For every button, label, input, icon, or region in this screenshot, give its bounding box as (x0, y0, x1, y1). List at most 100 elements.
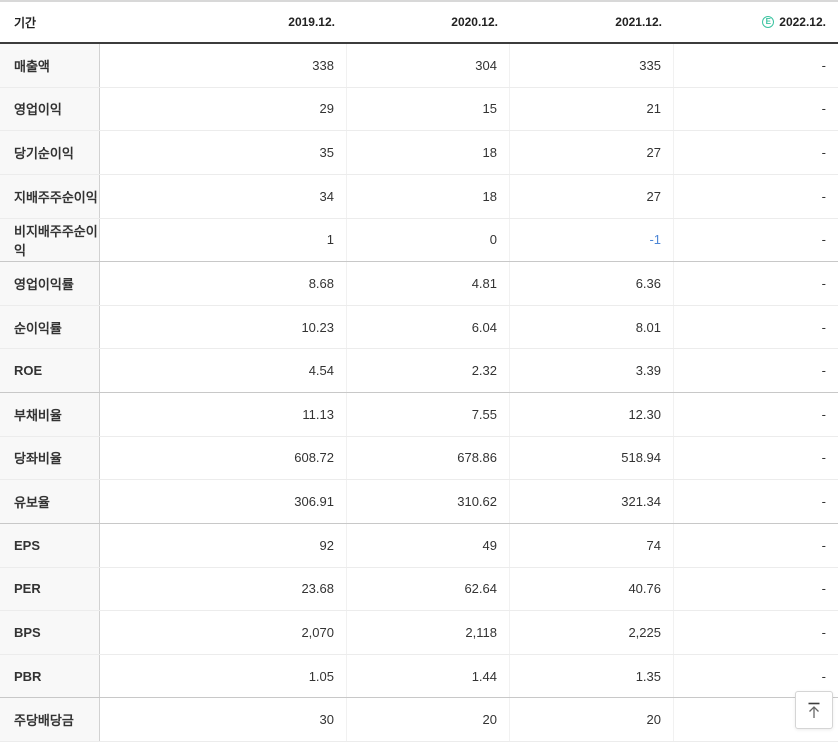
cell-value: 34 (100, 174, 347, 218)
cell-value: 335 (510, 44, 674, 87)
cell-value: 74 (510, 523, 674, 567)
table-row: 매출액 338 304 335 - (0, 44, 838, 88)
arrow-to-top-icon (808, 702, 820, 718)
cell-value: 40.76 (510, 567, 674, 611)
table-row: PER 23.68 62.64 40.76 - (0, 567, 838, 612)
cell-value: - (821, 188, 826, 204)
row-label: PBR (0, 654, 100, 698)
cell-value: 18 (347, 131, 510, 174)
cell-value: 35 (100, 131, 347, 174)
cell-value: - (821, 57, 826, 73)
table-row: 비지배주주순이익 1 0 -1 - (0, 218, 838, 263)
cell-value: 27 (510, 131, 674, 174)
cell-value: 11.13 (100, 393, 347, 436)
cell-value: 62.64 (347, 567, 510, 611)
table-row: 부채비율 11.13 7.55 12.30 - (0, 393, 838, 437)
cell-value: 23.68 (100, 567, 347, 611)
row-label: 영업이익률 (0, 262, 100, 305)
row-label: ROE (0, 349, 100, 392)
table-row: 당좌비율 608.72 678.86 518.94 - (0, 436, 838, 481)
cell-value: - (821, 232, 826, 248)
cell-value: 306.91 (100, 480, 347, 523)
cell-value: 1.05 (100, 654, 347, 698)
column-header-2022-label: 2022.12. (779, 15, 826, 29)
table-row: 지배주주순이익 34 18 27 - (0, 174, 838, 219)
cell-value: - (821, 145, 826, 161)
cell-value: 29 (100, 87, 347, 131)
cell-value: 8.68 (100, 262, 347, 305)
table-row: EPS 92 49 74 - (0, 523, 838, 568)
cell-value: 1 (100, 218, 347, 262)
column-header-2022: E 2022.12. (674, 2, 838, 42)
column-header-2021-label: 2021.12. (615, 15, 662, 29)
table-row: 주당배당금 30 20 20 - (0, 698, 838, 742)
cell-value: 304 (347, 44, 510, 87)
cell-value: 30 (100, 698, 347, 741)
cell-value: 2,118 (347, 611, 510, 654)
table-row: PBR 1.05 1.44 1.35 - (0, 654, 838, 699)
cell-value: - (821, 450, 826, 466)
cell-value: 1.44 (347, 654, 510, 698)
table-row: 당기순이익 35 18 27 - (0, 131, 838, 175)
table-row: 영업이익률 8.68 4.81 6.36 - (0, 262, 838, 306)
cell-value: 7.55 (347, 393, 510, 436)
cell-value: 20 (510, 698, 674, 741)
row-label: 지배주주순이익 (0, 174, 100, 218)
cell-value: 4.54 (100, 349, 347, 392)
cell-value: - (821, 494, 826, 510)
estimate-icon: E (762, 16, 775, 28)
row-label: EPS (0, 523, 100, 567)
cell-value: - (821, 406, 826, 422)
cell-value: 3.39 (510, 349, 674, 392)
cell-value: 678.86 (347, 436, 510, 480)
row-label: 영업이익 (0, 87, 100, 131)
cell-value: - (821, 319, 826, 335)
row-label: 매출액 (0, 44, 100, 87)
cell-value: - (821, 537, 826, 553)
row-label: 비지배주주순이익 (0, 218, 100, 262)
cell-value: 310.62 (347, 480, 510, 523)
table-row: 유보율 306.91 310.62 321.34 - (0, 480, 838, 524)
cell-value: 49 (347, 523, 510, 567)
table-row: 순이익률 10.23 6.04 8.01 - (0, 305, 838, 350)
cell-value: 1.35 (510, 654, 674, 698)
row-label: 순이익률 (0, 305, 100, 349)
table-row: BPS 2,070 2,118 2,225 - (0, 611, 838, 655)
cell-value: - (821, 275, 826, 291)
row-label: 주당배당금 (0, 698, 100, 741)
column-header-2019: 2019.12. (288, 15, 335, 29)
cell-value: 2,070 (100, 611, 347, 654)
cell-value: 92 (100, 523, 347, 567)
row-label: 유보율 (0, 480, 100, 523)
table-row: ROE 4.54 2.32 3.39 - (0, 349, 838, 393)
cell-value: 4.81 (347, 262, 510, 305)
cell-value: - (821, 668, 826, 684)
row-label: 당좌비율 (0, 436, 100, 480)
cell-value: 6.36 (510, 262, 674, 305)
cell-value: 0 (347, 218, 510, 262)
cell-value: 321.34 (510, 480, 674, 523)
cell-value: 20 (347, 698, 510, 741)
cell-value: 27 (510, 174, 674, 218)
row-label: PER (0, 567, 100, 611)
cell-value: 12.30 (510, 393, 674, 436)
table-row: 영업이익 29 15 21 - (0, 87, 838, 132)
cell-value: - (821, 101, 826, 117)
row-label: BPS (0, 611, 100, 654)
scroll-to-top-button[interactable] (795, 691, 833, 729)
cell-value: - (821, 581, 826, 597)
cell-value: -1 (510, 218, 674, 262)
cell-value: 21 (510, 87, 674, 131)
table-body: 매출액 338 304 335 - 영업이익 29 15 21 - 당기순이익 … (0, 44, 838, 742)
cell-value: 8.01 (510, 305, 674, 349)
cell-value: 608.72 (100, 436, 347, 480)
cell-value: 10.23 (100, 305, 347, 349)
row-label: 당기순이익 (0, 131, 100, 174)
cell-value: 18 (347, 174, 510, 218)
column-header-2021: 2021.12. (510, 2, 674, 42)
row-label: 부채비율 (0, 393, 100, 436)
cell-value: 2,225 (510, 611, 674, 654)
table-header: 기간 2019.12. 2020.12. 2021.12. E 2022.12. (0, 0, 838, 44)
cell-value: 518.94 (510, 436, 674, 480)
